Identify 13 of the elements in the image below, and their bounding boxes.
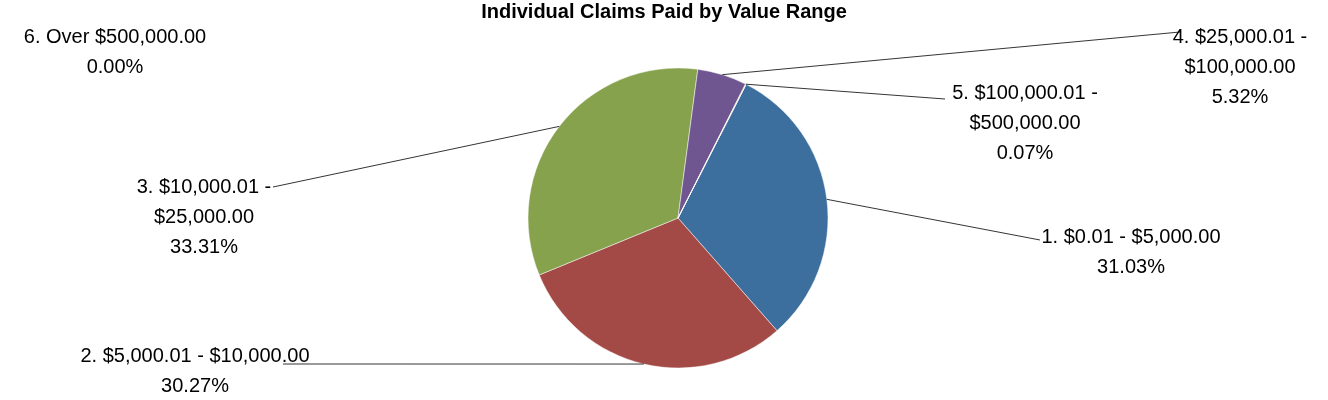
data-label: 5.32% <box>1211 85 1269 107</box>
text: 0.00% <box>86 55 144 77</box>
category-label: 6. Over $500,000.00 <box>23 25 207 47</box>
slice-label: 3. $10,000.01 - $25,000.00 <box>136 175 272 227</box>
data-label: 31.03% <box>1097 255 1166 277</box>
slice-label: 1. $0.01 - $5,000.00 <box>1041 225 1221 247</box>
data-label: 33.31% <box>170 235 239 257</box>
slice-label: 5. $100,000.01 - $500,000.00 <box>952 81 1098 133</box>
data-label: 0.07% <box>996 141 1054 163</box>
slice-label: 2. $5,000.01 - $10,000.00 <box>80 344 310 366</box>
data-label: 30.27% <box>161 374 230 396</box>
chart-title: Individual Claims Paid by Value Range <box>481 0 847 22</box>
slice-label: 4. $25,000.01 - $100,000.00 <box>1172 25 1308 77</box>
